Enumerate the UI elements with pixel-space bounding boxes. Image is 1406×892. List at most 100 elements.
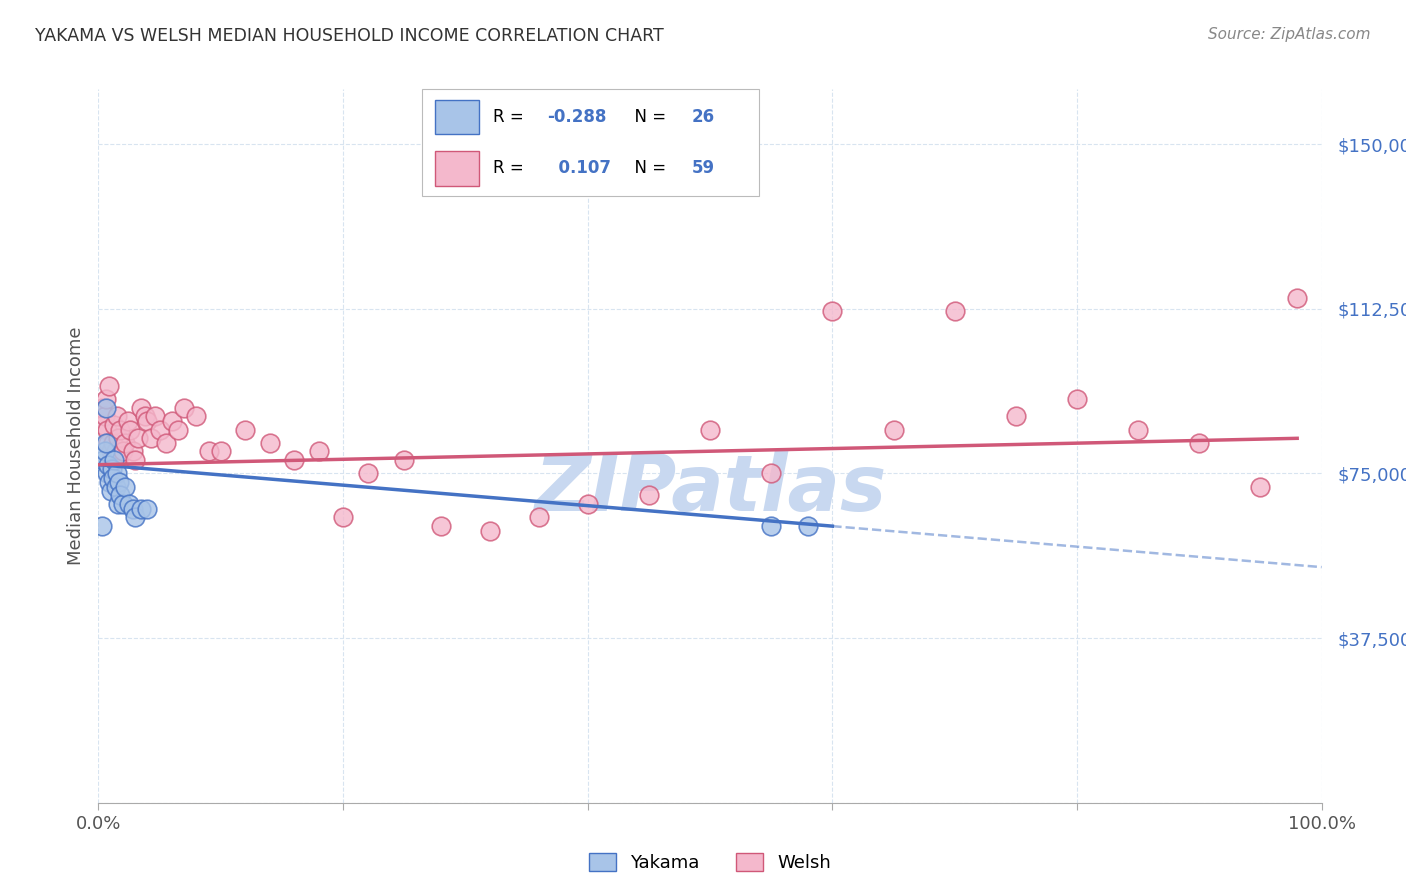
Point xyxy=(101,462,124,476)
Point xyxy=(129,501,152,516)
Point xyxy=(139,431,162,445)
Point xyxy=(149,423,172,437)
Point xyxy=(100,444,122,458)
Point xyxy=(392,453,416,467)
Point xyxy=(117,414,139,428)
Point xyxy=(637,488,661,502)
Point xyxy=(91,401,114,415)
Point xyxy=(94,392,117,406)
Point xyxy=(209,444,232,458)
Point xyxy=(478,524,501,538)
Bar xyxy=(436,152,479,186)
Point xyxy=(1249,480,1271,494)
Point xyxy=(93,444,115,458)
Point xyxy=(110,423,132,437)
Point xyxy=(167,423,190,437)
Point xyxy=(1004,409,1026,424)
Point xyxy=(111,444,134,458)
Y-axis label: Median Household Income: Median Household Income xyxy=(66,326,84,566)
Point xyxy=(332,510,354,524)
Point xyxy=(821,304,844,318)
Point xyxy=(121,444,143,458)
Point xyxy=(1128,423,1150,437)
Point xyxy=(121,501,143,516)
Point xyxy=(120,423,142,437)
Point xyxy=(98,475,121,490)
Point xyxy=(105,409,128,424)
Point xyxy=(259,435,281,450)
Point xyxy=(101,471,124,485)
Point xyxy=(883,423,905,437)
Point xyxy=(97,435,120,450)
Point xyxy=(527,510,550,524)
Point xyxy=(124,510,146,524)
Point xyxy=(356,467,378,481)
Point xyxy=(91,453,114,467)
Point xyxy=(103,453,125,467)
Point xyxy=(111,497,134,511)
Point xyxy=(160,414,183,428)
Point xyxy=(233,423,256,437)
Text: 26: 26 xyxy=(692,108,714,126)
Text: R =: R = xyxy=(492,108,529,126)
Bar xyxy=(436,100,479,134)
Point xyxy=(127,431,149,445)
Point xyxy=(91,519,114,533)
Text: R =: R = xyxy=(492,160,529,178)
Point xyxy=(97,458,120,472)
Point xyxy=(103,418,125,433)
Point xyxy=(98,378,121,392)
Point xyxy=(94,401,117,415)
Point xyxy=(94,435,117,450)
Point xyxy=(104,480,127,494)
Point xyxy=(136,414,159,428)
Point xyxy=(1286,291,1309,305)
Point xyxy=(943,304,966,318)
Point xyxy=(101,453,124,467)
Point xyxy=(101,435,124,450)
Point xyxy=(100,483,122,498)
Point xyxy=(93,409,115,424)
Point xyxy=(143,409,166,424)
Point xyxy=(96,423,118,437)
Point xyxy=(96,467,118,481)
Point xyxy=(105,467,128,481)
Point xyxy=(576,497,599,511)
Point xyxy=(124,453,146,467)
Point xyxy=(155,435,177,450)
Point xyxy=(283,453,305,467)
Text: N =: N = xyxy=(624,160,672,178)
Point xyxy=(114,435,136,450)
Text: YAKAMA VS WELSH MEDIAN HOUSEHOLD INCOME CORRELATION CHART: YAKAMA VS WELSH MEDIAN HOUSEHOLD INCOME … xyxy=(35,27,664,45)
Point xyxy=(430,519,453,533)
Point xyxy=(761,467,783,481)
Point xyxy=(308,444,330,458)
Point xyxy=(104,444,127,458)
Point xyxy=(197,444,219,458)
Point xyxy=(761,519,783,533)
Point xyxy=(91,418,114,433)
Text: 59: 59 xyxy=(692,160,714,178)
Point xyxy=(1066,392,1088,406)
Point xyxy=(107,431,129,445)
Text: ZIPatlas: ZIPatlas xyxy=(534,450,886,527)
FancyBboxPatch shape xyxy=(422,89,759,196)
Point xyxy=(186,409,208,424)
Text: N =: N = xyxy=(624,108,672,126)
Point xyxy=(110,488,132,502)
Point xyxy=(136,501,159,516)
Point xyxy=(134,409,156,424)
Point xyxy=(1188,435,1211,450)
Point xyxy=(114,480,136,494)
Point xyxy=(107,497,129,511)
Legend: Yakama, Welsh: Yakama, Welsh xyxy=(582,846,838,880)
Point xyxy=(797,519,820,533)
Point xyxy=(118,497,141,511)
Text: Source: ZipAtlas.com: Source: ZipAtlas.com xyxy=(1208,27,1371,42)
Text: 0.107: 0.107 xyxy=(547,160,610,178)
Point xyxy=(108,449,131,463)
Text: -0.288: -0.288 xyxy=(547,108,606,126)
Point xyxy=(129,401,152,415)
Point xyxy=(108,475,131,490)
Point xyxy=(699,423,721,437)
